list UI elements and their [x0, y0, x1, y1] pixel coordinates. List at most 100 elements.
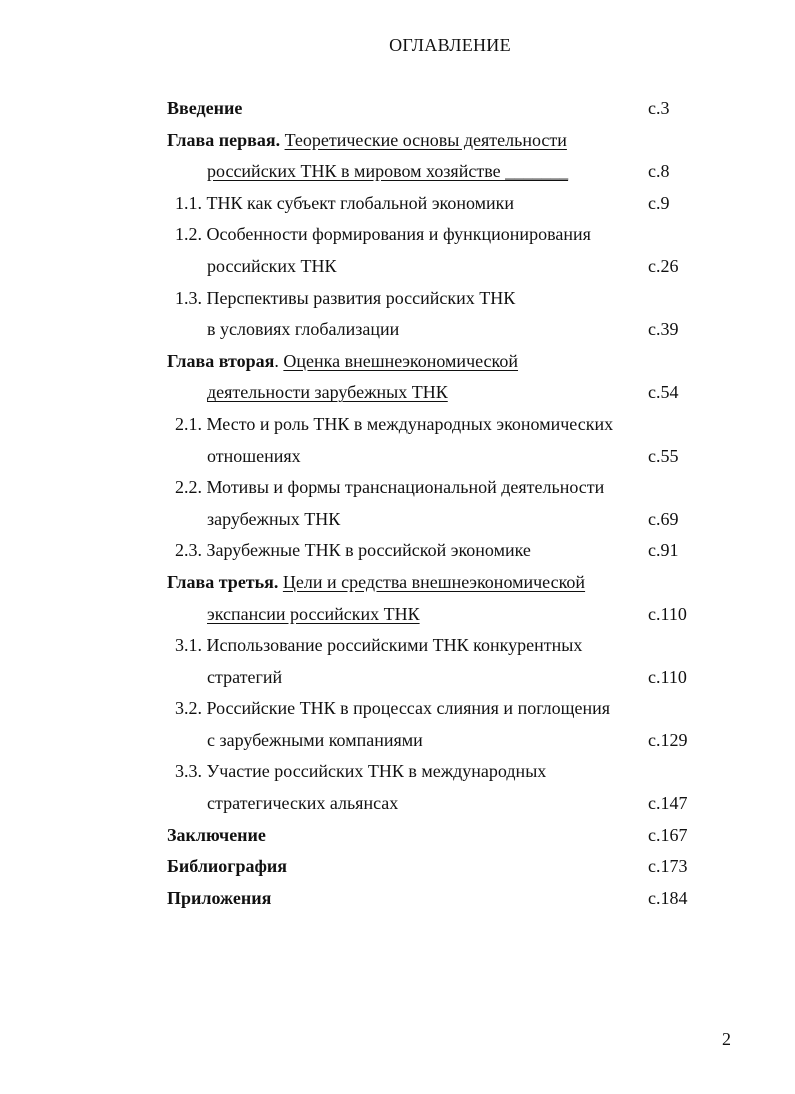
entry-text: 3.1. Использование российскими ТНК конку… — [175, 635, 583, 656]
toc-entry-title: Библиография — [167, 851, 287, 883]
toc-entry-title: 3.1. Использование российскими ТНК конку… — [175, 630, 582, 662]
toc-entry-title: с зарубежными компаниями — [207, 725, 423, 757]
toc-entry-title: Глава третья. Цели и средства внешнеэкон… — [167, 567, 585, 599]
toc-entry: 3.1. Использование российскими ТНК конку… — [0, 630, 795, 662]
toc-entry-title: 1.2. Особенности формирования и функцион… — [175, 219, 591, 251]
page-reference: с.26 — [648, 255, 679, 276]
toc-entry-title: 3.2. Российские ТНК в процессах слияния … — [175, 693, 610, 725]
entry-text: 3.3. Участие российских ТНК в международ… — [175, 761, 547, 782]
toc-entry-title: Заключение — [167, 820, 266, 852]
page-reference: с.8 — [648, 161, 670, 182]
page-reference: с.55 — [648, 445, 679, 466]
page-title: ОГЛАВЛЕНИЕ — [389, 35, 511, 55]
page-reference: с.110 — [648, 666, 687, 687]
toc-entry-title: 1.1. ТНК как субъект глобальной экономик… — [175, 188, 514, 220]
entry-text: 3.2. Российские ТНК в процессах слияния … — [175, 698, 611, 719]
toc-entry: 2.2. Мотивы и формы транснациональной де… — [0, 472, 795, 504]
toc-entry-title: 3.3. Участие российских ТНК в международ… — [175, 756, 546, 788]
chapter-label: Введение — [167, 98, 243, 118]
toc-entry: Заключение с.167 — [0, 820, 795, 852]
toc-entry: Глава первая. Теоретические основы деяте… — [0, 125, 795, 157]
toc-entry: Библиография с.173 — [0, 851, 795, 883]
entry-text: Цели и средства внешнеэкономической — [282, 571, 586, 592]
toc-entry-title: российских ТНК — [207, 251, 337, 283]
page-number: 2 — [722, 1029, 731, 1049]
toc-entry-title: российских ТНК в мировом хозяйстве _____… — [207, 156, 568, 188]
entry-text: 1.1. ТНК как субъект глобальной экономик… — [175, 192, 515, 213]
toc-entry: Введение с.3 — [0, 93, 795, 125]
toc-entry-title: Глава вторая. Оценка внешнеэкономической — [167, 350, 519, 371]
entry-text: с зарубежными компаниями — [207, 729, 423, 750]
toc-entry: в условиях глобализации с.39 — [0, 314, 795, 346]
chapter-label: Глава первая. — [167, 129, 281, 150]
toc-entry: Глава вторая. Оценка внешнеэкономической — [0, 346, 795, 378]
page-reference: с.184 — [648, 887, 688, 908]
chapter-label: Библиография — [167, 856, 288, 877]
toc-entry: с зарубежными компаниями с.129 — [0, 725, 795, 757]
page-reference: с.173 — [648, 856, 688, 877]
entry-text: стратегических альянсах — [207, 793, 399, 814]
toc-entry: 2.1. Место и роль ТНК в международных эк… — [0, 409, 795, 441]
toc-entry: отношениях с.55 — [0, 441, 795, 473]
toc-entry: экспансии российских ТНК с.110 — [0, 599, 795, 631]
toc-entry-title: Глава первая. Теоретические основы деяте… — [167, 125, 567, 157]
toc-entry-title: стратегических альянсах — [207, 788, 398, 820]
entry-text: 1.2. Особенности формирования и функцион… — [175, 224, 591, 245]
entry-text: зарубежных ТНК — [207, 508, 341, 529]
page-reference: с.110 — [648, 603, 687, 624]
toc-entry-title: 2.1. Место и роль ТНК в международных эк… — [175, 409, 613, 441]
toc-entry: деятельности зарубежных ТНК с.54 — [0, 377, 795, 409]
page-reference: с.167 — [648, 824, 688, 845]
toc-entry-title: деятельности зарубежных ТНК — [207, 377, 448, 409]
toc-entry: 1.1. ТНК как субъект глобальной экономик… — [0, 188, 795, 220]
toc-entry-title: в условиях глобализации — [207, 314, 399, 346]
toc-entry-title: 1.3. Перспективы развития российских ТНК — [175, 283, 515, 315]
entry-text: 2.1. Место и роль ТНК в международных эк… — [175, 413, 614, 434]
table-of-contents: Введение с.3 Глава первая. Теоретические о… — [0, 93, 795, 914]
chapter-label: Заключение — [167, 824, 266, 845]
entry-text: Теоретические основы деятельности — [284, 129, 567, 150]
toc-entry-title: стратегий — [207, 662, 282, 694]
chapter-label: Глава вторая — [167, 350, 275, 371]
toc-entry: стратегий с.110 — [0, 662, 795, 694]
toc-entry: 2.3. Зарубежные ТНК в российской экономи… — [0, 535, 795, 567]
toc-entry: зарубежных ТНК с.69 — [0, 504, 795, 536]
page-reference: с.69 — [648, 508, 679, 529]
toc-entry-title: отношениях — [207, 441, 301, 473]
entry-text: 2.3. Зарубежные ТНК в российской экономи… — [175, 540, 531, 561]
page-reference: с.3 — [648, 98, 670, 118]
toc-entry: Приложения с.184 — [0, 883, 795, 915]
entry-text: 2.2. Мотивы и формы транснациональной де… — [175, 477, 605, 498]
toc-entry: стратегических альянсах с.147 — [0, 788, 795, 820]
page-reference: с.129 — [648, 729, 688, 750]
entry-text: экспансии российских ТНК — [207, 603, 420, 624]
page-reference: с.54 — [648, 382, 679, 403]
chapter-label: Приложения — [167, 887, 272, 908]
toc-entry: 3.3. Участие российских ТНК в международ… — [0, 756, 795, 788]
toc-entry-title: зарубежных ТНК — [207, 504, 340, 536]
page-reference: с.91 — [648, 540, 679, 561]
toc-entry-title: 2.2. Мотивы и формы транснациональной де… — [175, 472, 604, 504]
toc-entry: российских ТНК в мировом хозяйстве _____… — [0, 156, 795, 188]
entry-text: отношениях — [207, 445, 301, 466]
page-reference: с.9 — [648, 192, 670, 213]
entry-text: деятельности зарубежных ТНК — [207, 382, 448, 403]
entry-text: Оценка внешнеэкономической — [283, 350, 519, 371]
entry-text: 1.3. Перспективы развития российских ТНК — [175, 287, 516, 308]
toc-entry: 3.2. Российские ТНК в процессах слияния … — [0, 693, 795, 725]
toc-entry-title: Приложения — [167, 883, 271, 915]
page-reference: с.39 — [648, 319, 679, 340]
entry-text: стратегий — [207, 666, 283, 687]
entry-text: российских ТНК — [207, 255, 337, 276]
page-reference: с.147 — [648, 793, 688, 814]
toc-entry-title: Введение — [167, 93, 242, 125]
toc-entry-title: 2.3. Зарубежные ТНК в российской экономи… — [175, 535, 531, 567]
entry-text: в условиях глобализации — [207, 319, 400, 340]
toc-entry: 1.3. Перспективы развития российских ТНК — [0, 283, 795, 315]
entry-text: российских ТНК в мировом хозяйстве _____… — [207, 161, 569, 182]
toc-entry: Глава третья. Цели и средства внешнеэкон… — [0, 567, 795, 599]
toc-entry: российских ТНК с.26 — [0, 251, 795, 283]
chapter-label: Глава третья. — [167, 571, 279, 592]
toc-entry-title: экспансии российских ТНК — [207, 599, 420, 631]
toc-entry: 1.2. Особенности формирования и функцион… — [0, 219, 795, 251]
